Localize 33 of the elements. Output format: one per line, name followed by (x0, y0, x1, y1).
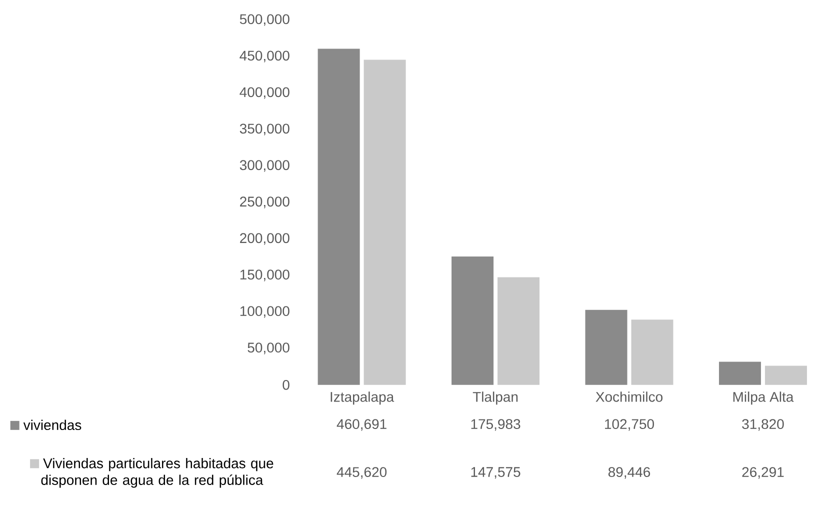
y-tick-label: 250,000 (240, 196, 290, 208)
x-tick-label: Milpa Alta (733, 392, 794, 405)
data-label: 460,691 (336, 419, 386, 431)
y-tick-label: 400,000 (240, 87, 290, 99)
bar (364, 60, 406, 385)
data-label: 26,291 (742, 467, 784, 479)
y-tick-label: 50,000 (248, 342, 290, 354)
bar (585, 310, 628, 385)
y-tick-label: 150,000 (240, 270, 290, 282)
legend-label: viviendas (23, 420, 82, 430)
y-tick-label: 300,000 (240, 160, 290, 172)
x-tick-label: Tlalpan (472, 392, 518, 405)
data-label: 445,620 (336, 467, 387, 479)
y-tick-label: 100,000 (240, 306, 290, 318)
bar (764, 366, 807, 385)
data-label: 175,983 (471, 419, 520, 431)
legend-label: Viviendas particulares habitadas que disponen de agua de la red pública (41, 458, 274, 488)
data-label: 102,750 (605, 419, 654, 431)
bar (318, 48, 360, 385)
y-tick-label: 500,000 (240, 14, 290, 26)
data-label: 31,820 (742, 419, 784, 431)
x-tick-label: Xochimilco (596, 392, 662, 402)
y-tick-label: 450,000 (240, 50, 290, 62)
y-tick-label: 0 (282, 380, 290, 390)
x-tick-label: Iztapalapa (330, 392, 394, 405)
bar (718, 362, 761, 385)
bar (452, 256, 494, 385)
data-label: 89,446 (608, 467, 650, 479)
y-tick-label: 350,000 (240, 124, 290, 136)
bar (631, 320, 674, 385)
y-tick-label: 200,000 (240, 233, 290, 245)
bar (498, 277, 540, 385)
data-label: 147,575 (471, 467, 520, 479)
